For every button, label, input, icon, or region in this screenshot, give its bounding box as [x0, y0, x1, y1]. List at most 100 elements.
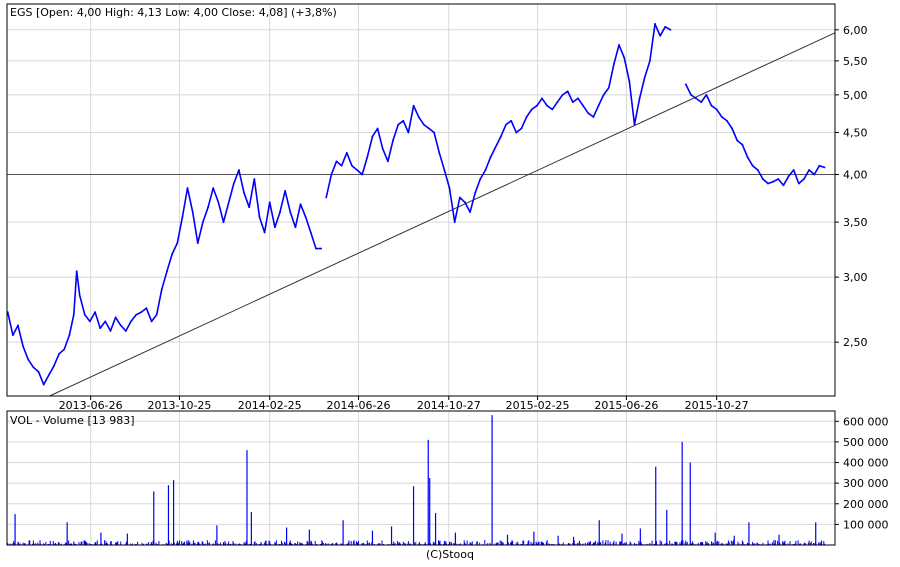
price-point [469, 211, 471, 213]
price-point [736, 139, 739, 142]
price-point [797, 182, 800, 185]
price-point [397, 123, 400, 126]
price-point [171, 253, 174, 256]
price-point [166, 270, 168, 273]
copyright-footer: (C)Stooq [426, 548, 474, 561]
price-point [63, 348, 66, 351]
price-point [212, 187, 215, 190]
price-point [438, 151, 441, 154]
price-point [664, 25, 667, 28]
y-tick-label: 6,00 [843, 24, 868, 37]
price-point [453, 221, 456, 224]
x-tick-label: 2015-10-27 [685, 399, 749, 412]
price-point [705, 93, 708, 96]
price-point [803, 178, 805, 180]
price-point [140, 311, 143, 313]
price-point [535, 104, 538, 107]
price-point [582, 104, 584, 107]
volume-panel: 100 000 200 000 300 000 400 000 500 000 600 0… [6, 410, 889, 546]
price-point [695, 97, 698, 100]
price-point [458, 196, 461, 199]
price-point [756, 169, 759, 171]
price-point [700, 101, 703, 103]
price-point [309, 231, 312, 234]
price-point [571, 101, 574, 103]
price-point [68, 334, 71, 337]
price-point [597, 104, 600, 107]
x-tick-label: 2013-06-26 [59, 399, 123, 412]
price-point [109, 330, 112, 332]
price-point [561, 93, 564, 96]
price-point [566, 90, 569, 93]
price-point [433, 131, 436, 134]
price-point [479, 178, 482, 180]
price-point [304, 216, 307, 218]
trend-line [49, 32, 836, 397]
x-tick-label: 2014-10-27 [417, 399, 481, 412]
volume-tick-label: 200 000 [843, 498, 889, 511]
price-point [628, 79, 631, 82]
price-point [340, 164, 343, 167]
price-point [607, 86, 610, 89]
price-point [638, 97, 641, 100]
price-point [577, 97, 579, 100]
volume-plot-frame [6, 410, 836, 546]
price-point [130, 320, 132, 323]
price-point [325, 196, 328, 199]
y-tick-label: 4,50 [843, 126, 868, 139]
price-point [602, 93, 605, 96]
price-point [289, 211, 292, 213]
price-point [782, 184, 785, 187]
x-tick-label: 2014-02-25 [238, 399, 302, 412]
price-point [618, 44, 620, 46]
price-point [818, 164, 821, 167]
x-tick-label: 2015-06-26 [594, 399, 658, 412]
price-point [191, 211, 194, 213]
price-point [155, 313, 158, 316]
price-point [808, 169, 811, 171]
price-point [124, 330, 127, 332]
price-point [541, 97, 543, 100]
volume-header: VOL - Volume [13 983] [10, 414, 135, 427]
price-point [207, 206, 209, 209]
price-point [417, 116, 420, 118]
price-point [767, 182, 769, 185]
price-point [11, 334, 14, 337]
volume-tick-label: 400 000 [843, 457, 889, 470]
price-point [381, 147, 384, 150]
price-point [284, 190, 287, 192]
price-point [823, 166, 826, 169]
price-point [361, 173, 364, 176]
price-point [273, 226, 276, 229]
price-point [412, 104, 415, 107]
price-point [484, 169, 487, 171]
price-point [27, 358, 30, 361]
volume-tick-label: 100 000 [843, 518, 889, 531]
price-series-segment [6, 169, 322, 386]
price-point [186, 187, 189, 190]
price-point [37, 371, 40, 373]
price-point [366, 156, 369, 158]
price-point [777, 178, 780, 180]
price-point [731, 127, 733, 130]
price-point [78, 294, 81, 297]
price-point [279, 211, 281, 213]
price-point [422, 123, 425, 126]
price-point [684, 83, 687, 86]
price-point [99, 327, 102, 330]
price-plot-frame [6, 3, 836, 397]
y-tick-label: 3,00 [843, 271, 868, 284]
price-point [690, 93, 692, 96]
price-point [525, 116, 528, 118]
price-point [335, 160, 338, 163]
price-point [659, 34, 662, 37]
price-point [720, 116, 723, 118]
price-point [654, 23, 656, 25]
price-point [376, 127, 379, 130]
price-point [464, 201, 466, 204]
price-point [515, 131, 518, 134]
y-tick-label: 4,00 [843, 168, 868, 181]
price-point [546, 104, 549, 107]
price-point [392, 139, 394, 142]
